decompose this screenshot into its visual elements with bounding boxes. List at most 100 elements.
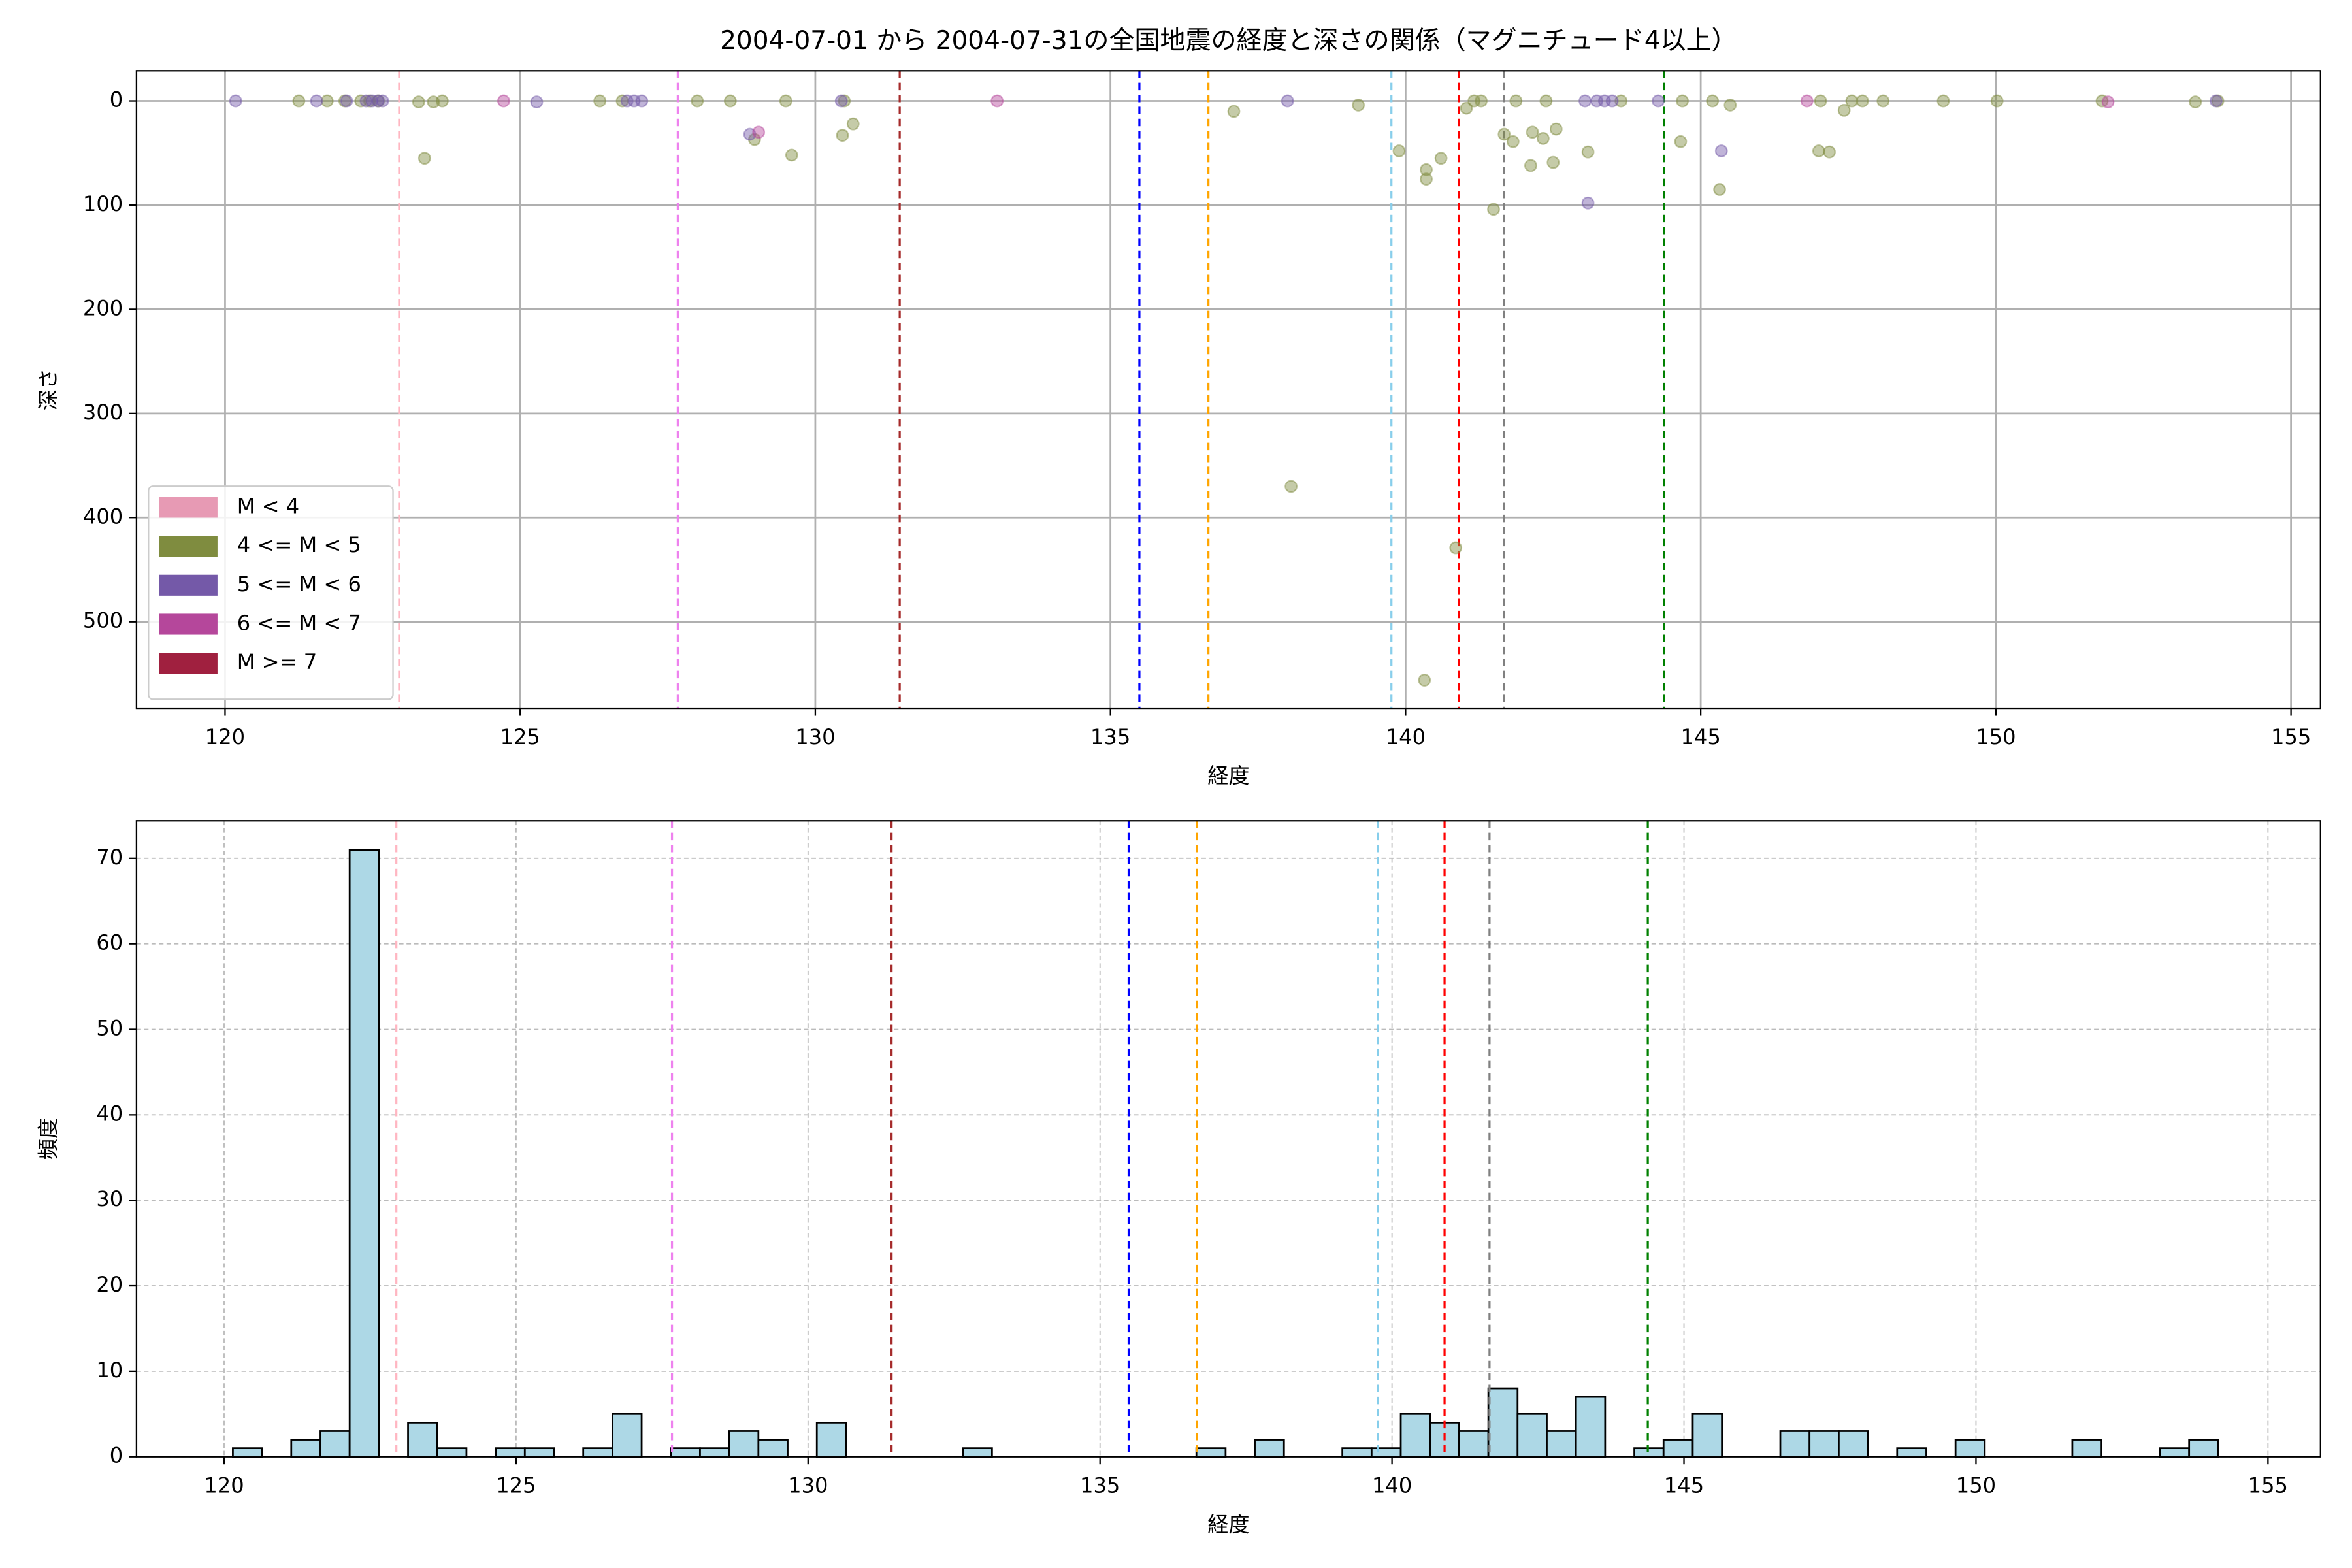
data-point [593,94,607,108]
histogram-bar [1370,1447,1402,1458]
chart-title: 2004-07-01 から 2004-07-31の全国地震の経度と深さの関係（マ… [720,26,1737,56]
x-tick-label: 130 [788,1473,828,1498]
data-point [1537,132,1550,145]
histogram-bar [1808,1430,1840,1458]
data-point [1524,159,1537,172]
data-point [1509,94,1523,108]
data-point [1800,94,1814,108]
data-point [1281,94,1294,108]
data-point [1434,152,1448,165]
y-tick-label: 300 [83,400,123,425]
x-tick-label: 120 [205,725,245,749]
histogram-bar [1954,1439,1986,1458]
histogram-bar [1633,1447,1665,1458]
legend-swatch [159,536,218,557]
histogram-bar [2071,1439,2102,1458]
x-tick-label: 140 [1372,1473,1412,1498]
data-point [1855,94,1869,108]
histogram-bar [815,1422,847,1458]
data-point [1823,145,1836,159]
data-point [497,94,510,108]
histogram-bar [1546,1430,1577,1458]
legend-label: 4 <= M < 5 [237,532,361,557]
legend-label: M >= 7 [237,649,317,674]
data-point [1420,163,1433,176]
histogram-bar [582,1447,613,1458]
x-tick-label: 135 [1090,725,1130,749]
legend-label: M < 4 [237,493,300,518]
data-point [723,94,737,108]
data-point [834,94,848,108]
y-tick-label: 0 [110,1443,123,1468]
data-point [376,94,389,108]
legend-label: 5 <= M < 6 [237,572,361,596]
histogram-bar [728,1430,760,1458]
data-point [752,125,766,139]
data-point [846,117,860,131]
y-tick-label: 10 [96,1358,123,1382]
x-tick-label: 145 [1680,725,1720,749]
histogram-bar [1575,1396,1607,1458]
histogram-bar [962,1447,993,1458]
x-tick-label: 120 [204,1473,244,1498]
histogram-bar [2159,1447,2191,1458]
histogram-bar [319,1430,351,1458]
data-point [1812,144,1825,157]
data-point [1352,99,1365,112]
y-tick-label: 70 [96,845,123,870]
histogram-bar [232,1447,263,1458]
data-point [310,94,323,108]
data-point [1549,122,1563,136]
data-point [1605,94,1619,108]
histogram-bar [1399,1413,1431,1458]
y-tick-label: 30 [96,1186,123,1211]
y-tick-label: 50 [96,1016,123,1041]
data-point [371,94,385,108]
y-tick-label: 100 [83,191,123,216]
y-tick-label: 0 [110,88,123,112]
data-point [1284,480,1298,493]
legend-swatch [159,613,218,635]
data-point [412,95,425,108]
data-point [1581,196,1595,210]
histogram-bar [612,1413,643,1458]
histogram-bar [1838,1430,1869,1458]
x-tick-label: 150 [1976,725,2016,749]
legend-swatch [159,653,218,674]
data-point [320,94,334,108]
data-point [1676,94,1690,108]
data-point [1723,99,1737,112]
data-point [1581,145,1595,159]
data-point [1714,144,1728,157]
histogram-bar [348,849,380,1458]
data-point [2101,95,2115,108]
histogram-bar [523,1447,555,1458]
data-point [635,94,649,108]
data-point [1614,94,1628,108]
data-point [1418,674,1431,687]
histogram-bar [1487,1387,1519,1458]
data-point [691,94,704,108]
histogram-bar [1516,1413,1548,1458]
y-tick-label: 40 [96,1101,123,1126]
data-point [1713,183,1726,196]
data-point [1814,94,1827,108]
y-tick-label: 20 [96,1272,123,1297]
data-point [417,152,431,165]
data-point [1837,104,1851,117]
histogram-bar [2188,1439,2219,1458]
data-point [1526,125,1539,139]
plot-frame [135,70,2321,710]
histogram-bar [757,1439,789,1458]
data-point [836,129,849,142]
x-tick-label: 150 [1956,1473,1996,1498]
histogram-bar [290,1439,321,1458]
data-point [1706,94,1720,108]
y-axis-label: 深さ [36,368,61,410]
data-point [530,95,544,108]
x-tick-label: 130 [795,725,835,749]
x-tick-label: 125 [496,1473,536,1498]
histogram-bar [1691,1413,1723,1458]
data-point [436,94,449,108]
